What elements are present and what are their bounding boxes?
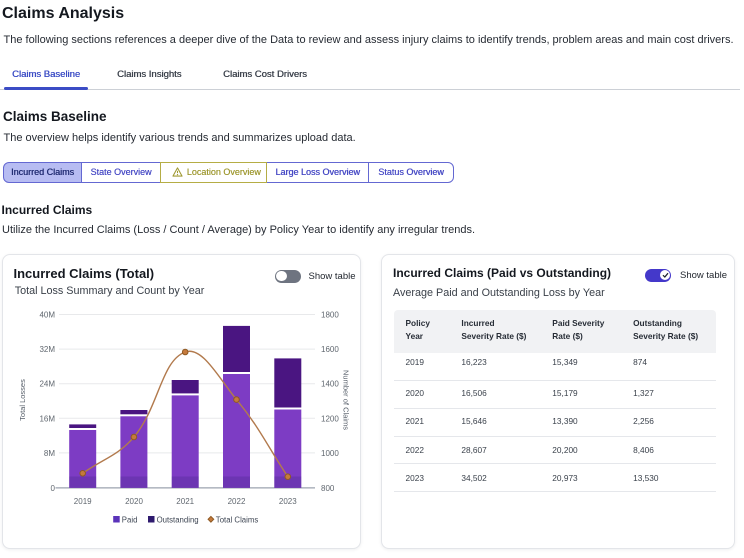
svg-text:16M: 16M [39,414,55,423]
svg-text:24M: 24M [39,380,55,389]
svg-text:2021: 2021 [176,497,194,506]
svg-text:1600: 1600 [321,345,339,354]
svg-text:40M: 40M [39,311,55,320]
svg-text:0: 0 [51,484,56,493]
svg-text:800: 800 [321,484,335,493]
svg-text:2022: 2022 [228,497,246,506]
svg-text:1400: 1400 [321,380,339,389]
svg-text:1800: 1800 [321,311,339,320]
svg-text:Number of Claims: Number of Claims [342,370,351,430]
svg-text:2019: 2019 [74,497,92,506]
svg-text:1000: 1000 [321,449,339,458]
svg-text:2023: 2023 [279,497,297,506]
svg-text:32M: 32M [39,345,55,354]
svg-text:2020: 2020 [125,497,143,506]
svg-text:Outstanding: Outstanding [157,515,199,524]
svg-text:8M: 8M [44,449,55,458]
svg-text:Total Losses: Total Losses [18,379,27,421]
svg-text:1200: 1200 [321,414,339,423]
svg-text:Total Claims: Total Claims [216,515,259,524]
svg-text:Paid: Paid [122,515,138,524]
